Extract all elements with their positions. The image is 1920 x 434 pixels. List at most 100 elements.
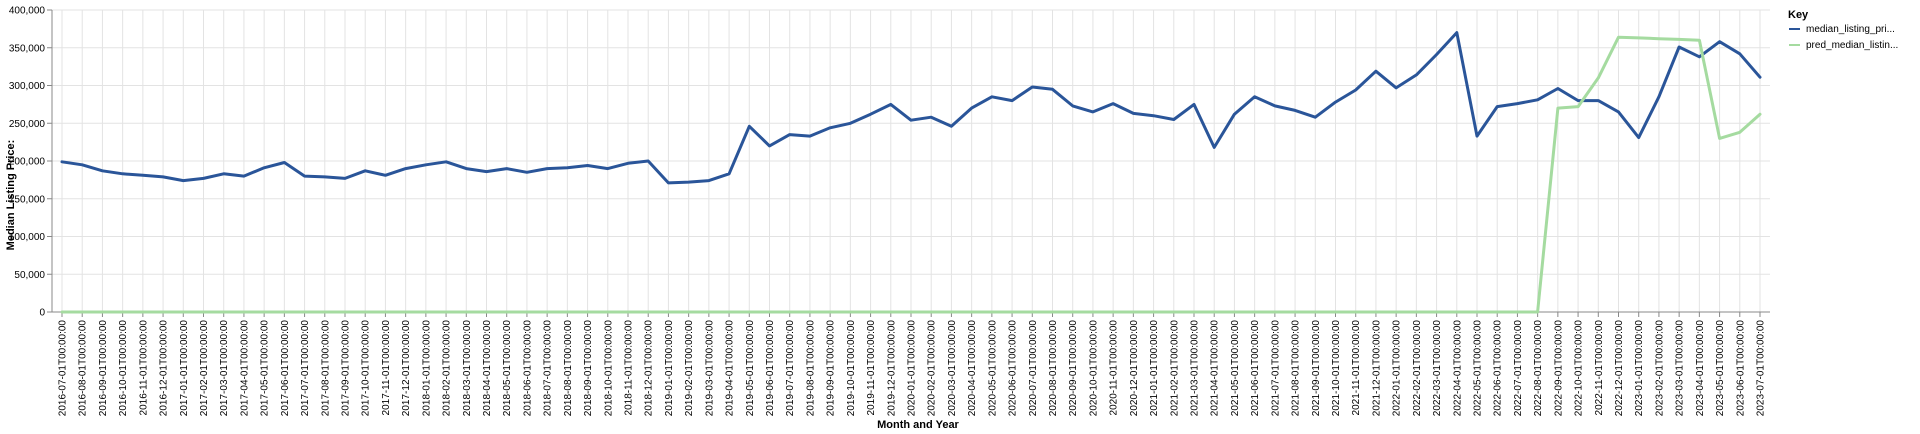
x-tick-label: 2017-02-01T00:00:00 — [199, 320, 210, 417]
x-tick-label: 2021-03-01T00:00:00 — [1190, 320, 1201, 417]
x-tick-label: 2017-01-01T00:00:00 — [179, 320, 190, 417]
x-tick-label: 2018-09-01T00:00:00 — [583, 320, 594, 417]
x-tick-label: 2022-10-01T00:00:00 — [1574, 320, 1585, 417]
x-tick-label: 2022-05-01T00:00:00 — [1473, 320, 1484, 417]
x-tick-label: 2023-01-01T00:00:00 — [1634, 320, 1645, 417]
x-tick-label: 2021-04-01T00:00:00 — [1210, 320, 1221, 417]
x-tick-label: 2017-04-01T00:00:00 — [239, 320, 250, 417]
x-tick-label: 2017-07-01T00:00:00 — [300, 320, 311, 417]
y-tick-label: 150,000 — [9, 194, 46, 205]
x-tick-label: 2021-12-01T00:00:00 — [1371, 320, 1382, 417]
x-tick-label: 2022-01-01T00:00:00 — [1392, 320, 1403, 417]
x-tick-label: 2017-11-01T00:00:00 — [381, 320, 392, 416]
series-line-2 — [60, 35, 1762, 314]
x-tick-label: 2020-03-01T00:00:00 — [947, 320, 958, 417]
x-tick-label: 2022-09-01T00:00:00 — [1553, 320, 1564, 417]
y-tick-label: 350,000 — [9, 43, 46, 54]
x-tick-label: 2018-07-01T00:00:00 — [543, 320, 554, 417]
x-axis-title: Month and Year — [877, 419, 959, 431]
x-tick-label: 2020-08-01T00:00:00 — [1048, 320, 1059, 417]
x-tick-label: 2021-08-01T00:00:00 — [1291, 320, 1302, 417]
x-tick-label: 2017-08-01T00:00:00 — [320, 320, 331, 417]
x-tick-label: 2016-07-01T00:00:00 — [58, 320, 69, 417]
x-tick-label: 2019-02-01T00:00:00 — [684, 320, 695, 417]
x-tick-label: 2019-11-01T00:00:00 — [866, 320, 877, 416]
series-line-1 — [60, 31, 1762, 185]
x-tick-label: 2016-09-01T00:00:00 — [98, 320, 109, 417]
x-tick-label: 2022-11-01T00:00:00 — [1594, 320, 1605, 416]
x-tick-label: 2019-05-01T00:00:00 — [745, 320, 756, 417]
y-axis: 0 50,000 100,000 150,000 200,000 250,000 300,0… — [9, 6, 52, 319]
x-tick-label: 2020-07-01T00:00:00 — [1028, 320, 1039, 417]
y-tick-label: 400,000 — [9, 6, 46, 17]
x-tick-label: 2020-04-01T00:00:00 — [967, 320, 978, 417]
x-tick-label: 2022-07-01T00:00:00 — [1513, 320, 1524, 417]
y-tick-label: 300,000 — [9, 81, 46, 92]
series-layer — [60, 31, 1762, 314]
x-tick-label: 2017-03-01T00:00:00 — [219, 320, 230, 417]
x-tick-label: 2019-03-01T00:00:00 — [704, 320, 715, 417]
y-tick-label: 50,000 — [14, 270, 45, 281]
x-tick-label: 2019-04-01T00:00:00 — [725, 320, 736, 417]
y-tick-label: 250,000 — [9, 119, 46, 130]
legend-title: Key — [1788, 9, 1809, 21]
x-tick-label: 2020-12-01T00:00:00 — [1129, 320, 1140, 417]
x-tick-label: 2020-11-01T00:00:00 — [1109, 320, 1120, 416]
x-tick-label: 2017-06-01T00:00:00 — [280, 320, 291, 417]
legend-label: pred_median_listin... — [1806, 40, 1898, 51]
x-tick-label: 2021-06-01T00:00:00 — [1250, 320, 1261, 417]
x-tick-label: 2021-09-01T00:00:00 — [1311, 320, 1322, 417]
x-tick-label: 2021-10-01T00:00:00 — [1331, 320, 1342, 417]
legend: Key median_listing_pri... pred_median_lis… — [1788, 9, 1898, 51]
x-tick-label: 2021-05-01T00:00:00 — [1230, 320, 1241, 417]
x-tick-label: 2018-11-01T00:00:00 — [624, 320, 635, 416]
grid-lines — [52, 9, 1770, 313]
x-tick-label: 2021-01-01T00:00:00 — [1149, 320, 1160, 417]
x-tick-label: 2016-10-01T00:00:00 — [118, 320, 129, 417]
x-tick-label: 2022-02-01T00:00:00 — [1412, 320, 1423, 417]
x-tick-label: 2018-06-01T00:00:00 — [522, 320, 533, 417]
x-tick-label: 2017-05-01T00:00:00 — [260, 320, 271, 417]
x-tick-label: 2019-06-01T00:00:00 — [765, 320, 776, 417]
x-tick-label: 2023-05-01T00:00:00 — [1715, 320, 1726, 417]
x-tick-label: 2018-08-01T00:00:00 — [563, 320, 574, 417]
x-tick-label: 2023-03-01T00:00:00 — [1675, 320, 1686, 417]
y-axis-title: Median Listing Price: — [5, 140, 17, 251]
x-tick-label: 2019-09-01T00:00:00 — [826, 320, 837, 417]
x-tick-label: 2022-03-01T00:00:00 — [1432, 320, 1443, 417]
x-tick-label: 2020-02-01T00:00:00 — [927, 320, 938, 417]
x-tick-label: 2019-07-01T00:00:00 — [785, 320, 796, 417]
x-tick-label: 2019-01-01T00:00:00 — [664, 320, 675, 417]
x-tick-label: 2018-12-01T00:00:00 — [644, 320, 655, 417]
x-tick-label: 2020-06-01T00:00:00 — [1008, 320, 1019, 417]
x-tick-label: 2020-01-01T00:00:00 — [907, 320, 918, 417]
x-tick-label: 2017-12-01T00:00:00 — [401, 320, 412, 417]
x-tick-label: 2020-10-01T00:00:00 — [1088, 320, 1099, 417]
y-tick-label: 100,000 — [9, 232, 46, 243]
y-tick-label: 200,000 — [9, 157, 46, 168]
x-tick-label: 2023-06-01T00:00:00 — [1735, 320, 1746, 417]
x-tick-label: 2017-09-01T00:00:00 — [341, 320, 352, 417]
y-tick-label: 0 — [39, 308, 45, 319]
x-tick-label: 2023-02-01T00:00:00 — [1654, 320, 1665, 417]
x-tick-label: 2018-03-01T00:00:00 — [462, 320, 473, 417]
x-tick-label: 2018-01-01T00:00:00 — [421, 320, 432, 417]
x-tick-label: 2021-02-01T00:00:00 — [1169, 320, 1180, 417]
x-axis: 2016-07-01T00:00:00 2016-08-01T00:00:00 20… — [58, 312, 1767, 416]
x-tick-label: 2016-08-01T00:00:00 — [78, 320, 89, 417]
x-tick-label: 2016-11-01T00:00:00 — [138, 320, 149, 416]
legend-items: median_listing_pri... pred_median_listin.… — [1789, 24, 1898, 51]
x-tick-label: 2016-12-01T00:00:00 — [159, 320, 170, 417]
x-tick-label: 2022-04-01T00:00:00 — [1452, 320, 1463, 417]
x-tick-label: 2018-05-01T00:00:00 — [502, 320, 513, 417]
x-tick-label: 2019-10-01T00:00:00 — [846, 320, 857, 417]
x-tick-label: 2023-07-01T00:00:00 — [1756, 320, 1767, 417]
x-tick-label: 2018-02-01T00:00:00 — [442, 320, 453, 417]
x-tick-label: 2022-08-01T00:00:00 — [1533, 320, 1544, 417]
x-tick-label: 2019-08-01T00:00:00 — [805, 320, 816, 417]
x-tick-label: 2019-12-01T00:00:00 — [886, 320, 897, 417]
x-tick-label: 2021-11-01T00:00:00 — [1351, 320, 1362, 416]
x-tick-label: 2018-10-01T00:00:00 — [603, 320, 614, 417]
x-tick-label: 2018-04-01T00:00:00 — [482, 320, 493, 417]
